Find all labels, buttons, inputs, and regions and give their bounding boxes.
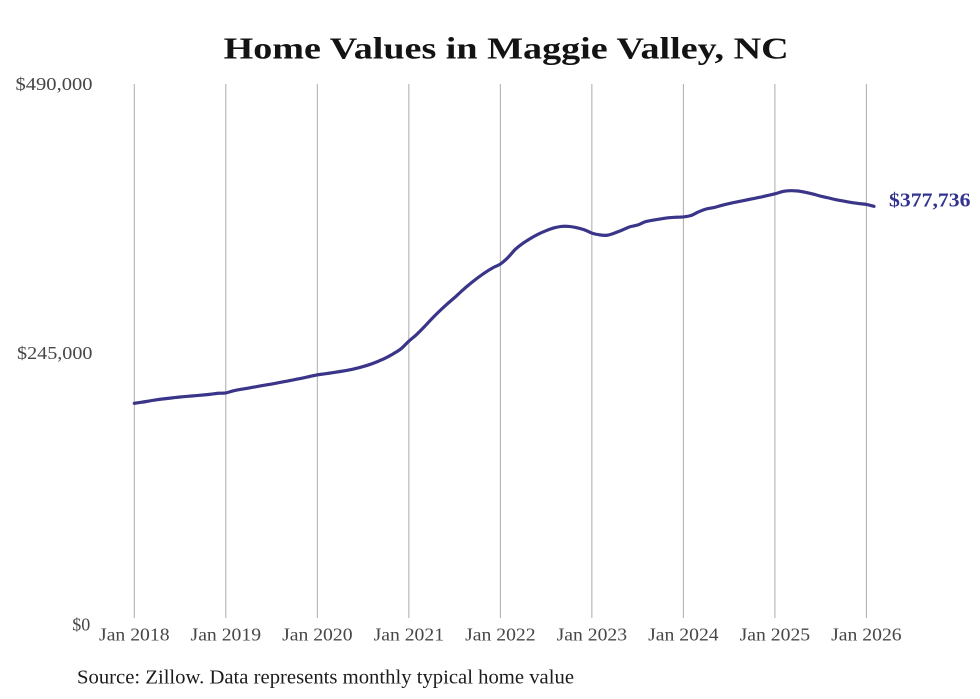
svg-text:Jan 2021: Jan 2021 bbox=[374, 624, 445, 644]
svg-text:$245,000: $245,000 bbox=[17, 343, 93, 363]
svg-text:Jan 2020: Jan 2020 bbox=[282, 624, 353, 644]
svg-text:Jan 2026: Jan 2026 bbox=[831, 624, 902, 644]
svg-text:Source: Zillow. Data represent: Source: Zillow. Data represents monthly … bbox=[77, 667, 574, 688]
svg-text:Jan 2025: Jan 2025 bbox=[740, 624, 811, 644]
svg-text:$490,000: $490,000 bbox=[16, 74, 93, 94]
svg-text:Jan 2023: Jan 2023 bbox=[557, 624, 628, 644]
svg-text:Jan 2024: Jan 2024 bbox=[648, 624, 719, 644]
svg-text:Home Values in Maggie Valley,: Home Values in Maggie Valley, NC bbox=[224, 32, 789, 66]
svg-text:$377,736: $377,736 bbox=[889, 189, 971, 211]
svg-text:Jan 2018: Jan 2018 bbox=[99, 624, 170, 644]
svg-text:Jan 2019: Jan 2019 bbox=[191, 624, 262, 644]
svg-text:Jan 2022: Jan 2022 bbox=[465, 624, 536, 644]
svg-text:$0: $0 bbox=[72, 615, 90, 635]
